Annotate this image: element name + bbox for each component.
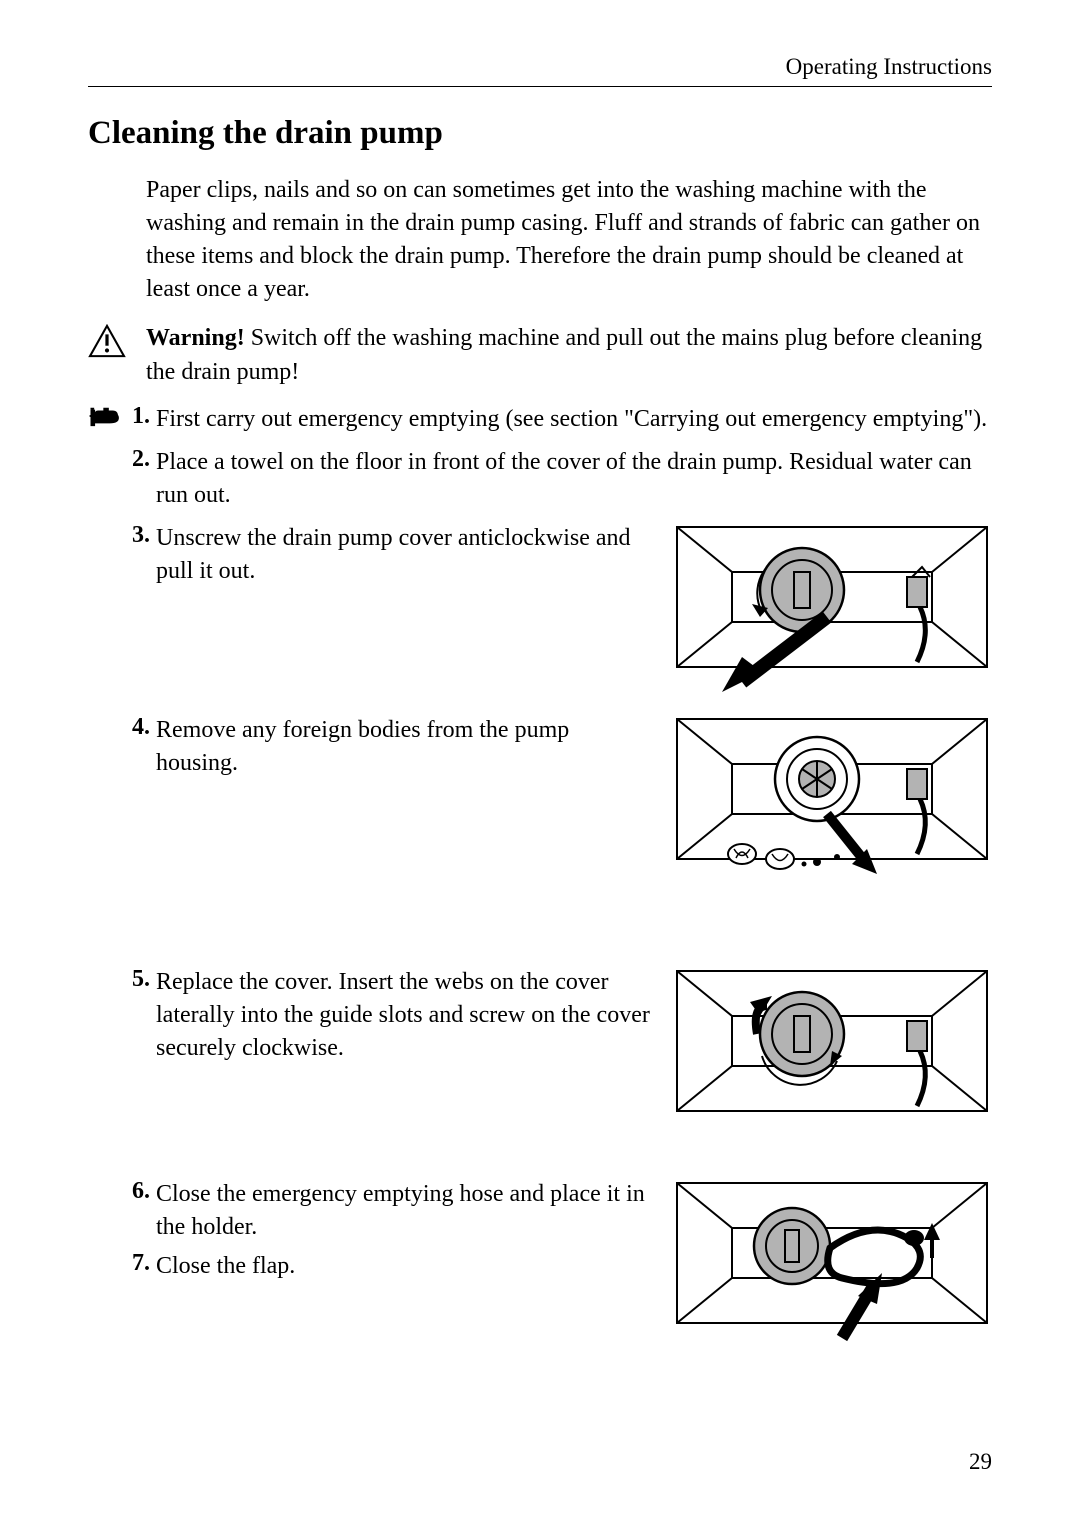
page-number: 29 [969, 1449, 992, 1475]
step-5-text: Replace the cover. Insert the webs on th… [156, 966, 652, 1065]
warning-icon [88, 324, 126, 363]
figure-step-3 [672, 522, 992, 704]
step-1-text: First carry out emergency emptying (see … [156, 403, 992, 436]
step-6-7-block: 6. Close the emergency emptying hose and… [88, 1178, 992, 1360]
step-5-block: 5. Replace the cover. Insert the webs on… [88, 966, 992, 1148]
step-4-text: Remove any foreign bodies from the pump … [156, 714, 652, 780]
step-3-block: 3. Unscrew the drain pump cover anticloc… [88, 522, 992, 704]
step-3-number: 3. [126, 522, 150, 549]
step-4-number: 4. [126, 714, 150, 741]
step-1-number: 1. [126, 403, 150, 430]
pointer-icon [88, 405, 126, 432]
step-1: 1. First carry out emergency emptying (s… [88, 403, 992, 436]
figure-step-4 [672, 714, 992, 906]
figure-step-5 [672, 966, 992, 1148]
step-7-text: Close the flap. [156, 1250, 295, 1283]
step-6-number: 6. [126, 1178, 150, 1205]
step-5-number: 5. [126, 966, 150, 993]
step-6-text: Close the emergency emptying hose and pl… [156, 1178, 652, 1244]
step-2-text: Place a towel on the floor in front of t… [156, 446, 992, 512]
section-title: Cleaning the drain pump [88, 115, 992, 152]
step-2: 2. Place a towel on the floor in front o… [88, 446, 992, 512]
step-3-text: Unscrew the drain pump cover anticlockwi… [156, 522, 652, 588]
step-4-block: 4. Remove any foreign bodies from the pu… [88, 714, 992, 906]
header-rule [88, 86, 992, 87]
warning-text: Warning! Switch off the washing machine … [146, 322, 992, 388]
warning-rest: Switch off the washing machine and pull … [146, 325, 982, 384]
figure-step-6-7 [672, 1178, 992, 1360]
step-7-number: 7. [126, 1250, 150, 1277]
header-label: Operating Instructions [88, 54, 992, 80]
step-2-number: 2. [126, 446, 150, 473]
manual-page: Operating Instructions Cleaning the drai… [0, 0, 1080, 1529]
warning-block: Warning! Switch off the washing machine … [88, 322, 992, 388]
warning-bold: Warning! [146, 325, 245, 351]
intro-paragraph: Paper clips, nails and so on can sometim… [146, 174, 992, 306]
